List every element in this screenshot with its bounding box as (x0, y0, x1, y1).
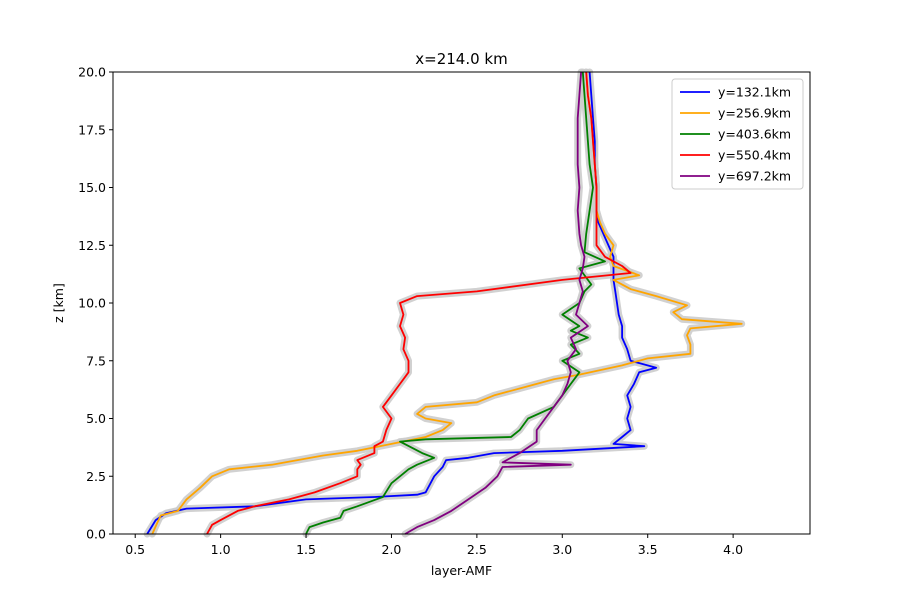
legend-entry: y=256.9km (718, 106, 791, 121)
y-tick-label: 0.0 (86, 527, 106, 542)
x-tick-label: 0.5 (125, 542, 145, 557)
x-tick-label: 2.5 (467, 542, 487, 557)
y-tick-label: 2.5 (86, 469, 106, 484)
x-tick-label: 4.0 (723, 542, 743, 557)
x-tick-label: 1.0 (211, 542, 231, 557)
x-axis-ticks: 0.5 1.0 1.5 2.0 2.5 3.0 3.5 4.0 (125, 534, 743, 557)
y-tick-label: 15.0 (78, 180, 106, 195)
x-tick-label: 3.5 (638, 542, 658, 557)
series-lines (146, 71, 743, 535)
legend-entry: y=697.2km (718, 169, 791, 184)
x-tick-label: 1.5 (296, 542, 316, 557)
series-line (206, 71, 632, 535)
legend-entry: y=550.4km (718, 148, 791, 163)
y-axis-label: z [km] (51, 283, 66, 323)
series-line (404, 71, 589, 535)
y-tick-label: 12.5 (78, 238, 106, 253)
y-tick-label: 20.0 (78, 65, 106, 80)
plot-area (143, 68, 746, 538)
legend-entry: y=132.1km (718, 85, 791, 100)
chart-title: x=214.0 km (415, 50, 507, 68)
y-tick-label: 10.0 (78, 296, 106, 311)
legend-entry: y=403.6km (718, 127, 791, 142)
x-tick-label: 3.0 (552, 542, 572, 557)
y-tick-label: 5.0 (86, 411, 106, 426)
series-line (151, 71, 743, 535)
y-tick-label: 17.5 (78, 122, 106, 137)
y-axis-ticks: 0.0 2.5 5.0 7.5 10.0 12.5 15.0 17.5 20.0 (78, 65, 113, 542)
y-tick-label: 7.5 (86, 353, 106, 368)
series-line (146, 71, 658, 535)
x-tick-label: 2.0 (382, 542, 402, 557)
series-line (305, 71, 606, 535)
legend-box (671, 78, 804, 190)
legend: y=132.1km y=256.9km y=403.6km y=550.4km y=69… (671, 78, 804, 190)
x-axis-label: layer-AMF (431, 563, 492, 578)
